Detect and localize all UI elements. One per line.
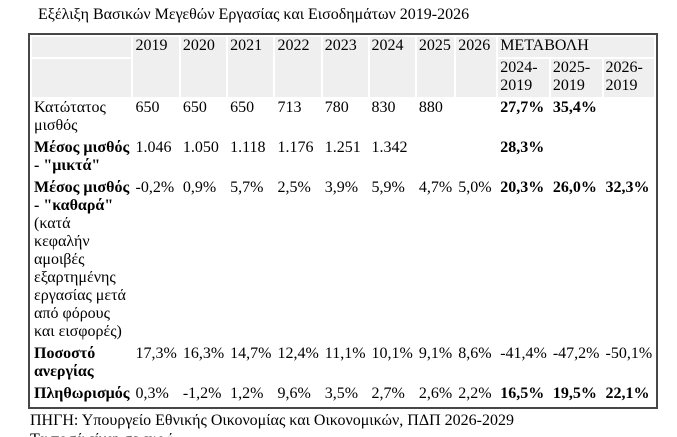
value-cell: 1.050 — [182, 139, 219, 156]
value-cell: 2,6% — [418, 385, 453, 402]
table-footer: ΠΗΓΗ: Υπουργείο Εθνικής Οικονομίας και Ο… — [30, 411, 677, 437]
table-row-inflation: Πληθωρισμός 0,3% -1,2% 1,2% 9,6% 3,5% 2,… — [32, 385, 654, 405]
corner-cell-2 — [32, 59, 132, 97]
value-cell: 1.176 — [277, 139, 314, 156]
value-cell: 14,7% — [230, 345, 272, 362]
value-cell: 9,1% — [418, 345, 453, 362]
value-cell: 17,3% — [135, 345, 177, 362]
header-row-years: 2019 2020 2021 2022 2023 2024 2025 2026 … — [32, 37, 655, 97]
header-row-ranges: 2024-2019 2025-2019 2026-2019 — [32, 59, 655, 97]
value-cell: 3,9% — [324, 179, 359, 196]
change-cell: 27,7% — [500, 99, 545, 116]
table-row-avg-gross-wage: Μέσος μισθός - "μικτά" 1.046 1.050 1.118… — [32, 139, 654, 177]
year-header-2026: 2026 — [456, 37, 497, 97]
footnote-line: Τα ποσά είναι σε ευρώ — [30, 430, 677, 437]
table-row-unemployment-rate: Ποσοστό ανεργίας 17,3% 16,3% 14,7% 12,4%… — [32, 345, 654, 383]
value-cell — [417, 139, 454, 177]
year-header-2025: 2025 — [416, 37, 455, 97]
row-label-text: Πληθωρισμός — [34, 385, 130, 402]
row-label: Πληθωρισμός — [32, 385, 131, 405]
change-cell: 22,1% — [605, 385, 650, 402]
value-cell: 1.046 — [135, 139, 172, 156]
value-cell: 830 — [371, 99, 396, 116]
change-cell — [551, 139, 602, 177]
value-cell: 5,7% — [230, 179, 264, 196]
row-label-note: (κατά κεφαλήν αμοιβές εξαρτημένης εργασί… — [34, 215, 126, 340]
change-cell: 26,0% — [552, 179, 597, 196]
change-cell: -47,2% — [552, 345, 600, 362]
change-group-header: ΜΕΤΑΒΟΛΗ — [498, 37, 655, 57]
table-row-avg-net-wage: Μέσος μισθός - "καθαρά" (κατά κεφαλήν αμ… — [32, 179, 654, 343]
value-cell: 1.118 — [230, 139, 266, 156]
value-cell — [456, 139, 496, 177]
change-cell — [604, 139, 655, 177]
table-row-minimum-wage: Κατώτατος μισθός 650 650 650 713 780 830… — [32, 99, 654, 137]
year-header-2022: 2022 — [275, 37, 321, 97]
change-cell: 28,3% — [500, 139, 545, 156]
value-cell: 713 — [277, 99, 302, 116]
value-cell: 5,9% — [371, 179, 405, 196]
row-label-text: Μέσος μισθός - "μικτά" — [34, 139, 130, 174]
row-label: Κατώτατος μισθός — [32, 99, 131, 137]
source-line: ΠΗΓΗ: Υπουργείο Εθνικής Οικονομίας και Ο… — [30, 412, 514, 429]
year-header-2023: 2023 — [322, 37, 368, 97]
value-cell: 2,2% — [458, 385, 492, 402]
value-cell: -1,2% — [182, 385, 222, 402]
change-cell: 35,4% — [552, 99, 597, 116]
value-cell: 10,1% — [371, 345, 413, 362]
value-cell — [456, 99, 496, 137]
change-cell: 16,5% — [500, 385, 545, 402]
corner-cell — [32, 37, 132, 57]
value-cell: 0,3% — [135, 385, 169, 402]
value-cell: 1.251 — [324, 139, 361, 156]
row-label: Μέσος μισθός - "καθαρά" (κατά κεφαλήν αμ… — [32, 179, 131, 343]
value-cell: 650 — [230, 99, 255, 116]
range-header-2024-2019: 2024-2019 — [498, 59, 549, 97]
year-header-2021: 2021 — [228, 37, 274, 97]
value-cell: 4,7% — [418, 179, 453, 196]
value-cell: 8,6% — [458, 345, 492, 362]
value-cell: 650 — [135, 99, 160, 116]
change-cell: 20,3% — [500, 179, 545, 196]
value-cell: -0,2% — [135, 179, 175, 196]
value-cell: 9,6% — [277, 385, 311, 402]
change-cell: -50,1% — [605, 345, 653, 362]
value-cell: 12,4% — [277, 345, 319, 362]
value-cell: 3,5% — [324, 385, 359, 402]
value-cell: 2,7% — [371, 385, 405, 402]
range-header-2025-2019: 2025-2019 — [550, 59, 602, 97]
labor-income-table: 2019 2020 2021 2022 2023 2024 2025 2026 … — [28, 33, 659, 409]
page-title: Εξέλιξη Βασικών Μεγεθών Εργασίας και Εισ… — [38, 6, 470, 23]
value-cell: 650 — [182, 99, 207, 116]
change-cell: -41,4% — [500, 345, 547, 362]
value-cell: 16,3% — [182, 345, 225, 362]
year-header-2020: 2020 — [180, 37, 227, 97]
value-cell: 11,1% — [324, 345, 366, 362]
value-cell: 0,9% — [182, 179, 217, 196]
year-header-2024: 2024 — [369, 37, 415, 97]
range-header-2026-2019: 2026-2019 — [603, 59, 655, 97]
row-label-text: Ποσοστό ανεργίας — [34, 345, 96, 380]
value-cell: 2,5% — [277, 179, 311, 196]
value-cell: 880 — [418, 99, 443, 116]
value-cell: 1,2% — [230, 385, 264, 402]
value-cell: 780 — [324, 99, 349, 116]
year-header-2019: 2019 — [133, 37, 179, 97]
value-cell: 5,0% — [458, 179, 492, 196]
change-cell: 32,3% — [605, 179, 650, 196]
row-label: Μέσος μισθός - "μικτά" — [32, 139, 131, 177]
row-label-text: Μέσος μισθός - "καθαρά" — [34, 179, 130, 214]
change-cell: 19,5% — [552, 385, 597, 402]
row-label: Ποσοστό ανεργίας — [32, 345, 131, 383]
row-label-text: Κατώτατος μισθός — [34, 99, 106, 134]
change-cell — [604, 99, 655, 137]
value-cell: 1.342 — [371, 139, 408, 156]
